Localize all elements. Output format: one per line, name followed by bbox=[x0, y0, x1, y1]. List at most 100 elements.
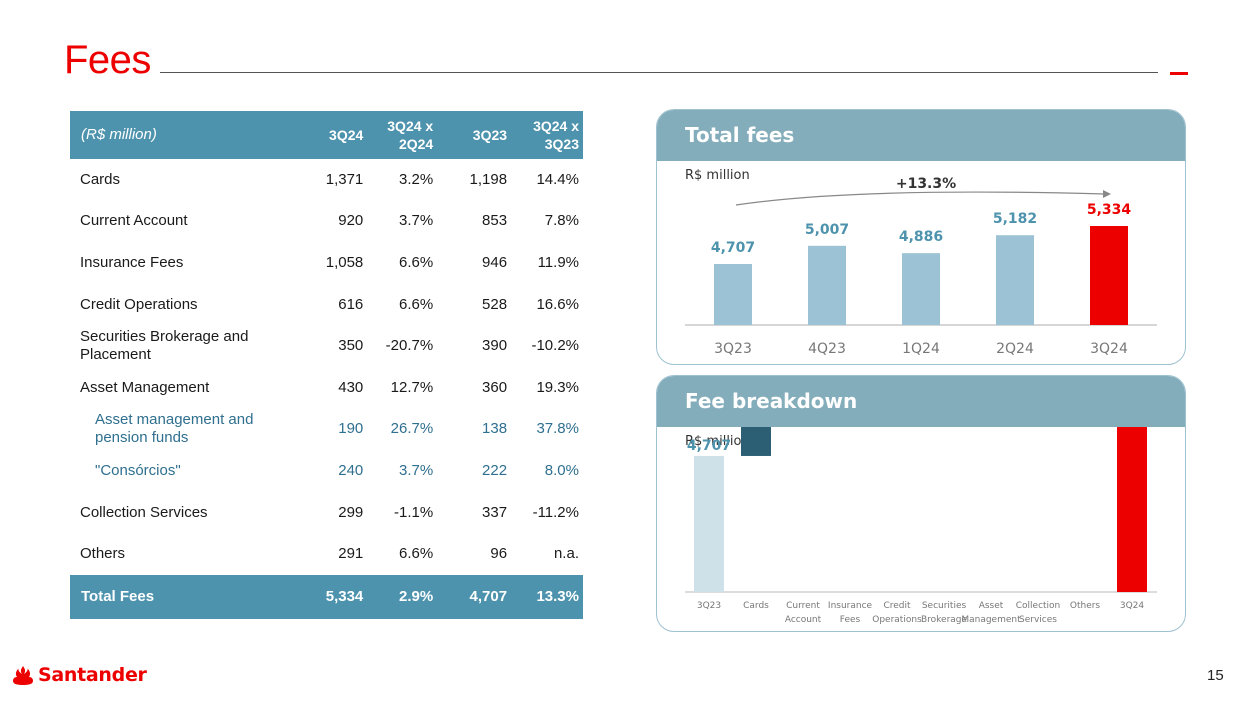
cell-value: 6.6% bbox=[399, 253, 434, 271]
cell-value: -1.1% bbox=[394, 503, 434, 521]
cell-value: 26.7% bbox=[390, 420, 434, 438]
table-row: Asset Management 430 12.7% 360 19.3% bbox=[70, 367, 583, 409]
tick-label: 3Q23 bbox=[714, 341, 752, 357]
cell-value: 430 bbox=[338, 378, 364, 396]
row-label: Current Account bbox=[80, 212, 188, 230]
growth-arrow-line bbox=[735, 191, 1106, 206]
row-label: Insurance Fees bbox=[80, 253, 184, 271]
cell-value: -20.7% bbox=[385, 337, 434, 355]
tick-label: Others bbox=[1070, 601, 1101, 611]
flame-icon bbox=[13, 666, 33, 685]
tick-label: Asset Management bbox=[961, 601, 1021, 625]
growth-annotation: +13.3% bbox=[896, 176, 956, 192]
col-header-3q24: 3Q24 bbox=[299, 111, 368, 159]
bar-delta bbox=[741, 427, 771, 456]
col-header-3q23: 3Q23 bbox=[437, 111, 512, 159]
tick-label-line: Brokerage bbox=[921, 615, 968, 625]
cell-value: 14.4% bbox=[536, 170, 579, 188]
cell-value: 138 bbox=[482, 420, 508, 438]
cell-value: 337 bbox=[482, 503, 508, 521]
logo-wordmark: Santander bbox=[38, 664, 147, 686]
table-row: Others 291 6.6% 96 n.a. bbox=[70, 533, 583, 575]
tick-label: 2Q24 bbox=[996, 341, 1034, 357]
bar-3q24 bbox=[1090, 226, 1128, 325]
row-label: Asset Management bbox=[80, 378, 210, 396]
cell-value: 3.7% bbox=[399, 461, 434, 479]
cell-value: 240 bbox=[338, 461, 364, 479]
cell-value: 3.7% bbox=[399, 212, 434, 230]
data-label: 5,182 bbox=[993, 211, 1037, 227]
bar-2q24 bbox=[996, 235, 1034, 325]
bar-3q23 bbox=[714, 263, 752, 325]
cell-value: 19.3% bbox=[536, 378, 579, 396]
cell-value: 3.2% bbox=[399, 170, 434, 188]
cell-value: 920 bbox=[338, 212, 364, 230]
row-label: Cards bbox=[80, 170, 121, 188]
table-subrow: Asset management and pension funds 190 2… bbox=[70, 409, 583, 451]
title-divider bbox=[160, 72, 1158, 73]
data-label: 4,707 bbox=[711, 240, 755, 256]
tick-label-line: Insurance bbox=[828, 601, 873, 611]
table-total-row: Total Fees 5,334 2.9% 4,707 13.3% bbox=[70, 574, 583, 619]
cell-value: 37.8% bbox=[536, 420, 579, 438]
cell-value: 1,371 bbox=[325, 170, 364, 188]
bar-end bbox=[1117, 427, 1147, 592]
cell-value: 350 bbox=[338, 337, 364, 355]
cell-value: 96 bbox=[490, 545, 508, 563]
page-title: Fees bbox=[64, 38, 151, 82]
cell-value: 6.6% bbox=[399, 295, 434, 313]
row-label: Securities Brokerage and Placement bbox=[80, 328, 249, 364]
accent-dash bbox=[1170, 72, 1188, 75]
table-row: Cards 1,371 3.2% 1,198 14.4% bbox=[70, 159, 583, 201]
table-row: Credit Operations 616 6.6% 528 16.6% bbox=[70, 284, 583, 326]
bar-1q24 bbox=[902, 253, 940, 325]
cell-value: 222 bbox=[482, 461, 508, 479]
tick-label-line: Credit bbox=[883, 601, 911, 611]
table-subrow: "Consórcios" 240 3.7% 222 8.0% bbox=[70, 450, 583, 492]
fee-breakdown-title: Fee breakdown bbox=[657, 376, 1185, 427]
table-row: Insurance Fees 1,058 6.6% 946 11.9% bbox=[70, 242, 583, 284]
cell-value: 853 bbox=[482, 212, 508, 230]
cell-value: 16.6% bbox=[536, 295, 579, 313]
fees-table: (R$ million) 3Q24 3Q24 x 2Q24 3Q23 3Q24 … bbox=[70, 111, 583, 619]
data-label: 4,886 bbox=[899, 229, 943, 245]
table-row: Collection Services 299 -1.1% 337 -11.2% bbox=[70, 492, 583, 534]
total-fees-panel: Total fees R$ million +13.3% 4,707 3Q23 5,0… bbox=[656, 109, 1186, 365]
total-fees-chart: +13.3% 4,707 3Q23 5,007 4Q23 4,886 1Q24 5,182 2Q… bbox=[685, 176, 1157, 357]
cell-value: 390 bbox=[482, 337, 508, 355]
row-label: Others bbox=[80, 545, 126, 563]
cell-value: 299 bbox=[338, 503, 364, 521]
tick-label-line: Operations bbox=[872, 615, 922, 625]
total-fees-unit: R$ million bbox=[685, 168, 750, 183]
cell-value: n.a. bbox=[553, 545, 579, 563]
tick-label-line: Securities bbox=[922, 601, 967, 611]
table-header-row: (R$ million) 3Q24 3Q24 x 2Q24 3Q23 3Q24 … bbox=[70, 111, 583, 159]
tick-label: Collection Services bbox=[1016, 601, 1061, 625]
cell-value: 1,058 bbox=[325, 253, 364, 271]
tick-label: 3Q23 bbox=[697, 601, 721, 611]
tick-label: 3Q24 bbox=[1090, 341, 1128, 357]
tick-label-line: Asset bbox=[979, 601, 1004, 611]
cell-value: 946 bbox=[482, 253, 508, 271]
total-fees-title: Total fees bbox=[657, 110, 1185, 161]
tick-label: Cards bbox=[743, 601, 769, 611]
tick-label-line: Current bbox=[786, 601, 820, 611]
cell-value: 12.7% bbox=[390, 378, 434, 396]
cell-value: 291 bbox=[338, 545, 364, 563]
growth-arrow-head-icon bbox=[1103, 190, 1111, 198]
cell-value: 1,198 bbox=[469, 170, 508, 188]
data-label: 5,007 bbox=[805, 222, 849, 238]
tick-label-line: Account bbox=[785, 615, 822, 625]
cell-value: 5,334 bbox=[299, 574, 368, 619]
tick-label: Current Account bbox=[785, 601, 822, 625]
bar-start bbox=[694, 455, 724, 592]
row-label: Credit Operations bbox=[80, 295, 198, 313]
tick-label: 4Q23 bbox=[808, 341, 846, 357]
cell-value: 190 bbox=[338, 420, 364, 438]
bar-4q23 bbox=[808, 245, 846, 325]
data-label: 5,334 bbox=[1087, 202, 1132, 218]
tick-label-line: Services bbox=[1019, 615, 1057, 625]
cell-value: 528 bbox=[482, 295, 508, 313]
page-number: 15 bbox=[1207, 667, 1224, 684]
row-label: "Consórcios" bbox=[95, 461, 181, 479]
